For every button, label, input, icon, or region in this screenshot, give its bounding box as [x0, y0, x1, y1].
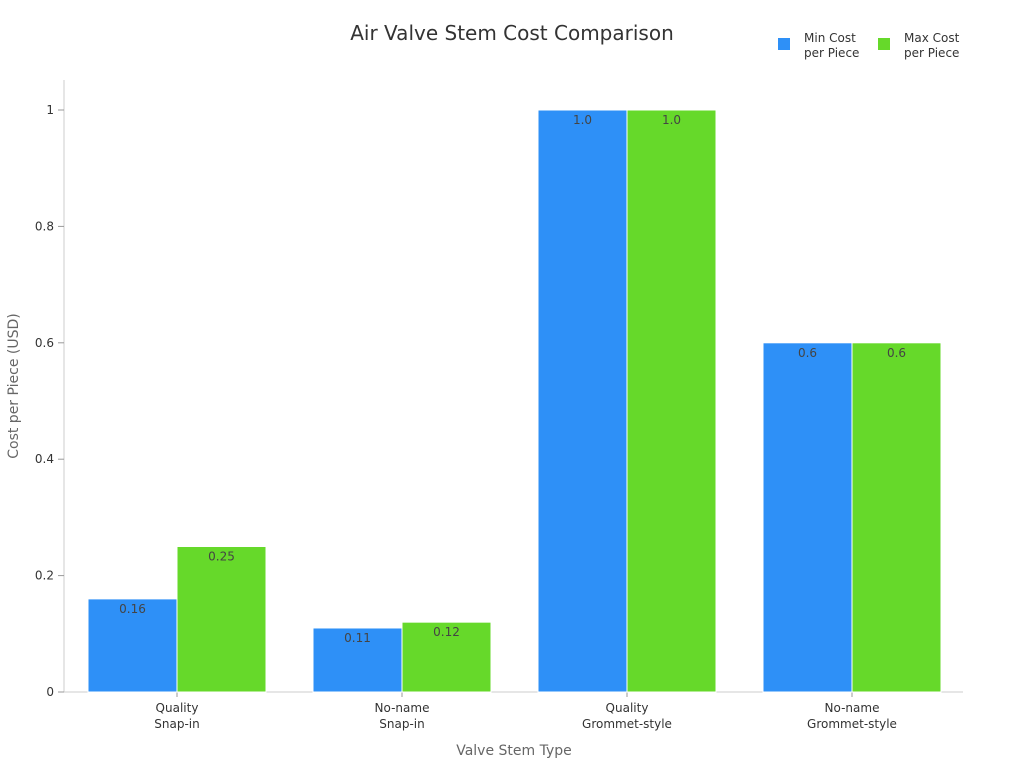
data-label: 0.6	[798, 346, 817, 360]
y-tick-label: 1	[46, 103, 54, 117]
x-tick-label: Grommet-style	[582, 717, 672, 731]
data-label: 0.12	[433, 625, 460, 639]
x-axis-label: Valve Stem Type	[456, 743, 572, 759]
x-tick-label: Snap-in	[379, 717, 424, 731]
y-tick-label: 0.4	[35, 452, 54, 466]
x-tick-label: Quality	[606, 701, 649, 715]
y-tick-label: 0	[46, 685, 54, 699]
x-tick-label: Quality	[156, 701, 199, 715]
bar-max-cost[interactable]	[401, 621, 492, 693]
y-tick-label: 0.6	[35, 336, 54, 350]
bar-min-cost[interactable]	[312, 627, 403, 693]
data-label: 0.6	[887, 346, 906, 360]
y-axis-label: Cost per Piece (USD)	[6, 313, 22, 459]
y-tick-label: 0.2	[35, 569, 54, 583]
legend-swatch	[878, 38, 890, 50]
bar-max-cost[interactable]	[626, 109, 717, 693]
bar-max-cost[interactable]	[176, 546, 267, 693]
x-tick-label: Snap-in	[154, 717, 199, 731]
legend-swatch	[778, 38, 790, 50]
legend-label: per Piece	[904, 46, 959, 60]
data-label: 0.16	[119, 602, 146, 616]
bar-min-cost[interactable]	[762, 342, 853, 693]
y-tick-label: 0.8	[35, 219, 54, 233]
data-label: 0.25	[208, 550, 235, 564]
x-tick-label: No-name	[825, 701, 880, 715]
x-tick-label: Grommet-style	[807, 717, 897, 731]
data-label: 0.11	[344, 631, 371, 645]
bar-min-cost[interactable]	[537, 109, 628, 693]
x-tick-label: No-name	[375, 701, 430, 715]
legend-label: Min Cost	[804, 31, 856, 45]
data-label: 1.0	[662, 113, 681, 127]
legend-label: per Piece	[804, 46, 859, 60]
chart-title: Air Valve Stem Cost Comparison	[350, 21, 674, 45]
data-label: 1.0	[573, 113, 592, 127]
bar-max-cost[interactable]	[851, 342, 942, 693]
legend-label: Max Cost	[904, 31, 960, 45]
